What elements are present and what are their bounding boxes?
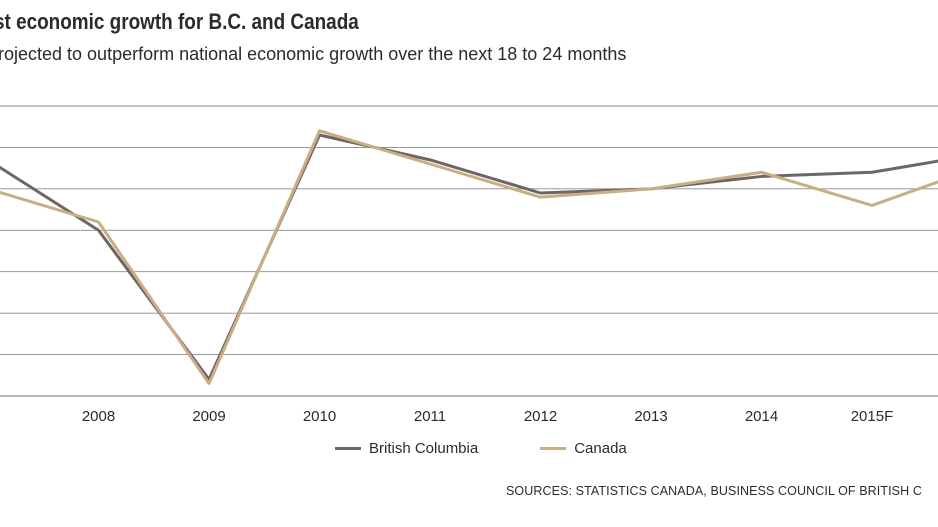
x-tick-label: 2008 [82, 408, 115, 425]
legend-swatch-canada [540, 447, 567, 450]
series-line-bc [0, 133, 938, 381]
legend: British Columbia Canada [335, 440, 627, 457]
series-line-canada [0, 129, 938, 386]
chart-subtitle: rojected to outperform national economic… [0, 44, 627, 64]
x-tick-label: 2012 [524, 408, 557, 425]
x-tick-label: 2015F [851, 408, 894, 425]
legend-label-bc: British Columbia [369, 440, 479, 457]
legend-item-bc: British Columbia [335, 440, 478, 457]
x-tick-label: 2009 [192, 408, 225, 425]
x-tick-label: 2011 [414, 408, 446, 425]
x-tick-label: 2010 [303, 408, 336, 425]
x-tick-label: 2014 [745, 408, 778, 425]
legend-item-canada: Canada [540, 440, 627, 457]
chart-title: st economic growth for B.C. and Canada [0, 9, 359, 34]
source-note: SOURCES: STATISTICS CANADA, BUSINESS COU… [506, 484, 922, 498]
line-chart: 720082009201020112012201320142015F2016F [0, 105, 938, 425]
legend-label-canada: Canada [574, 440, 627, 457]
x-tick-label: 2013 [634, 408, 667, 425]
legend-swatch-bc [335, 447, 361, 450]
